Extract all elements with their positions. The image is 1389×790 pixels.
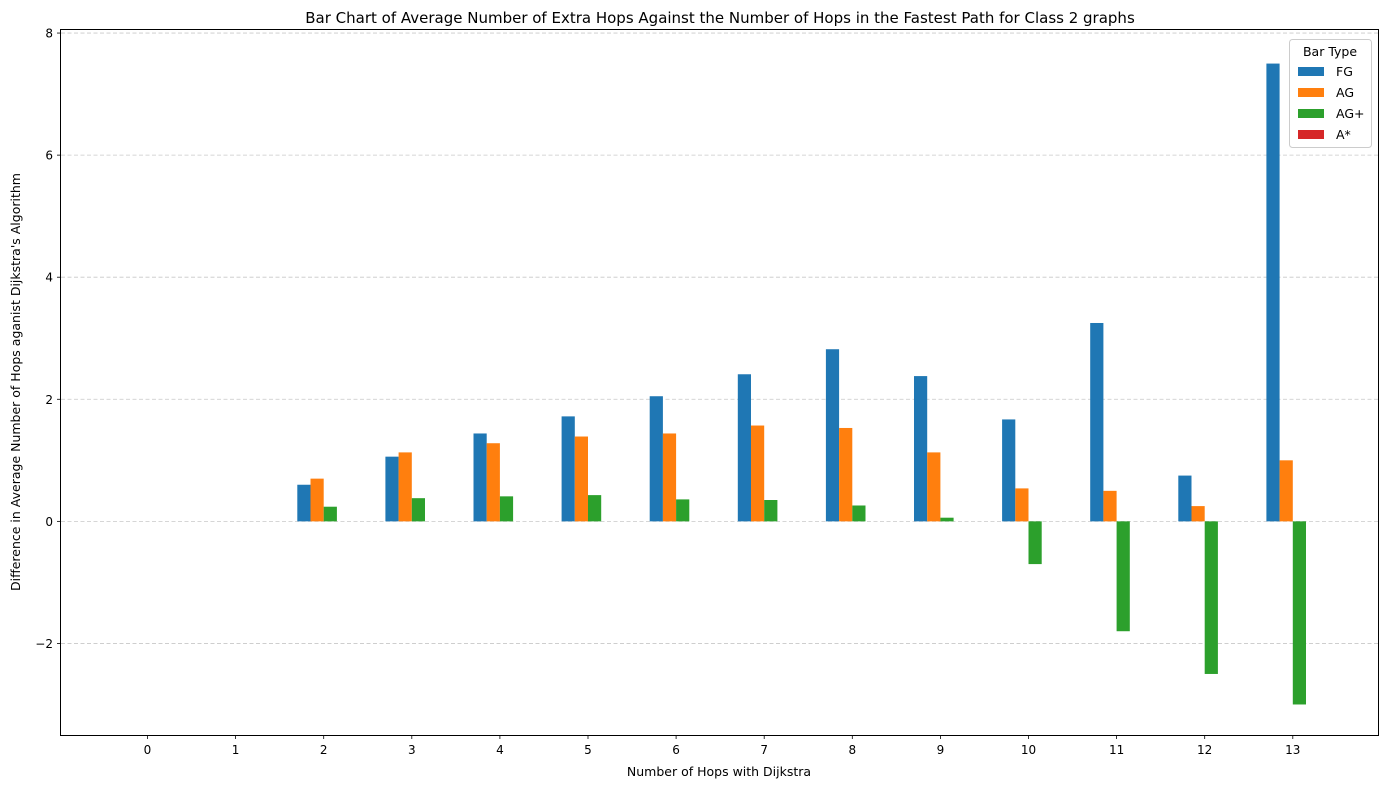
x-tick-label: 12 — [1197, 743, 1212, 757]
y-tick-label: 2 — [45, 393, 53, 407]
x-tick-label: 10 — [1021, 743, 1036, 757]
bar-ag-7 — [751, 425, 765, 522]
x-axis-label: Number of Hops with Dijkstra — [627, 764, 811, 779]
legend-swatch-ag — [1298, 109, 1324, 118]
bar-ag-12 — [1204, 521, 1218, 674]
bar-ag-13 — [1279, 460, 1293, 522]
x-tick-label: 1 — [232, 743, 240, 757]
x-tick-label: 4 — [496, 743, 504, 757]
x-ticks: 0 1 2 3 4 5 6 7 8 9 10 11 12 13 — [144, 735, 1300, 757]
y-tick-label: 6 — [45, 149, 53, 163]
bar-ag-2 — [323, 506, 337, 522]
bar-fg-9 — [914, 376, 928, 522]
bar-ag-9 — [940, 517, 954, 522]
y-ticks: −2 0 2 4 6 8 — [35, 27, 61, 651]
x-tick-label: 5 — [584, 743, 592, 757]
bar-fg-8 — [825, 349, 840, 522]
bar-ag-13 — [1292, 521, 1306, 705]
bar-ag-5 — [588, 495, 602, 522]
legend: Bar Type FG AG AG+ A* — [1289, 39, 1372, 148]
bars — [297, 63, 1306, 705]
bar-ag-10 — [1015, 488, 1029, 522]
legend-swatch-a — [1298, 130, 1324, 139]
grid-lines — [61, 32, 1378, 644]
bar-fg-13 — [1266, 63, 1280, 522]
bar-ag-5 — [574, 436, 588, 522]
bar-ag-2 — [310, 478, 324, 522]
y-tick-label: 4 — [45, 271, 53, 285]
legend-label: AG — [1336, 85, 1354, 100]
bar-ag-8 — [852, 505, 866, 522]
bar-ag-7 — [764, 500, 778, 522]
bar-ag-8 — [839, 427, 853, 522]
x-tick-label: 0 — [144, 743, 152, 757]
y-axis-label: Difference in Average Number of Hops aga… — [8, 173, 23, 591]
bar-fg-3 — [385, 456, 399, 522]
y-tick-label: 8 — [45, 27, 53, 41]
bar-ag-3 — [411, 498, 425, 522]
x-tick-label: 11 — [1109, 743, 1124, 757]
x-tick-label: 6 — [672, 743, 680, 757]
bar-ag-12 — [1191, 506, 1205, 522]
bar-fg-2 — [297, 484, 311, 522]
legend-swatch-ag — [1298, 88, 1324, 97]
bar-fg-7 — [737, 374, 751, 522]
y-tick-label: −2 — [35, 637, 53, 651]
bar-ag-11 — [1116, 521, 1130, 632]
legend-title: Bar Type — [1303, 44, 1357, 59]
bar-ag-11 — [1103, 490, 1117, 522]
legend-label: A* — [1336, 127, 1351, 142]
bar-fg-4 — [473, 433, 487, 522]
plot-frame — [60, 29, 1379, 736]
bar-ag-6 — [676, 499, 690, 522]
legend-label: FG — [1336, 64, 1353, 79]
y-tick-label: 0 — [45, 515, 53, 529]
chart-title: Bar Chart of Average Number of Extra Hop… — [305, 9, 1135, 27]
bar-fg-6 — [649, 396, 663, 522]
x-tick-label: 3 — [408, 743, 416, 757]
bar-ag-10 — [1028, 521, 1042, 565]
bar-fg-11 — [1090, 322, 1104, 522]
x-tick-label: 13 — [1285, 743, 1300, 757]
bar-fg-10 — [1002, 419, 1016, 522]
bar-fg-12 — [1178, 475, 1192, 522]
x-tick-label: 8 — [848, 743, 856, 757]
bar-ag-3 — [398, 452, 412, 522]
legend-swatch-fg — [1298, 67, 1324, 76]
bar-ag-4 — [499, 496, 514, 522]
x-tick-label: 2 — [320, 743, 328, 757]
legend-frame — [1289, 39, 1372, 148]
bar-fg-5 — [561, 416, 575, 522]
x-tick-label: 7 — [760, 743, 768, 757]
bar-ag-9 — [927, 452, 941, 522]
x-tick-label: 9 — [937, 743, 945, 757]
bar-ag-4 — [486, 443, 500, 522]
bar-ag-6 — [662, 433, 677, 522]
legend-label: AG+ — [1336, 106, 1365, 121]
